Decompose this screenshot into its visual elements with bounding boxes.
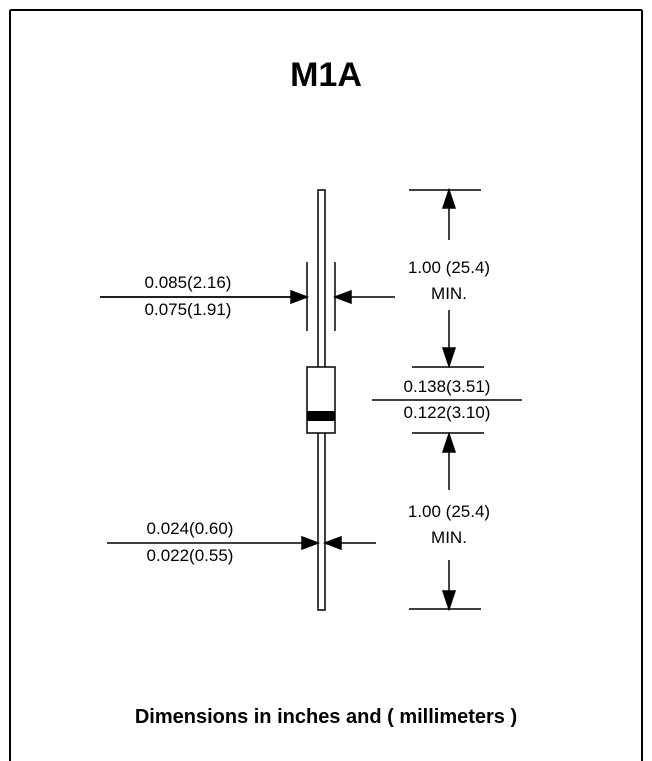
lead-length-top-dimension [409, 187, 484, 369]
body-diameter-max: 0.085(2.16) [144, 273, 232, 292]
lead-length-top-value: 1.00 (25.4) [407, 258, 491, 277]
body-length-min: 0.122(3.10) [403, 403, 491, 422]
lead-length-bottom-dimension [409, 431, 484, 612]
lead-diameter-min: 0.022(0.55) [146, 546, 234, 565]
package-title: M1A [290, 56, 362, 94]
lead-length-top-min-label: MIN. [431, 284, 467, 303]
lead-diameter-max: 0.024(0.60) [146, 519, 234, 538]
cathode-band [307, 411, 335, 421]
body-diameter-min: 0.075(1.91) [144, 300, 232, 319]
diode-body [306, 366, 336, 434]
units-note: Dimensions in inches and ( millimeters ) [134, 706, 518, 728]
outer-border [9, 9, 643, 761]
body-length-max: 0.138(3.51) [403, 377, 491, 396]
lead-length-bottom-value: 1.00 (25.4) [407, 502, 491, 521]
lead-diameter-arrows [107, 535, 376, 551]
lead-length-bottom-min-label: MIN. [431, 528, 467, 547]
